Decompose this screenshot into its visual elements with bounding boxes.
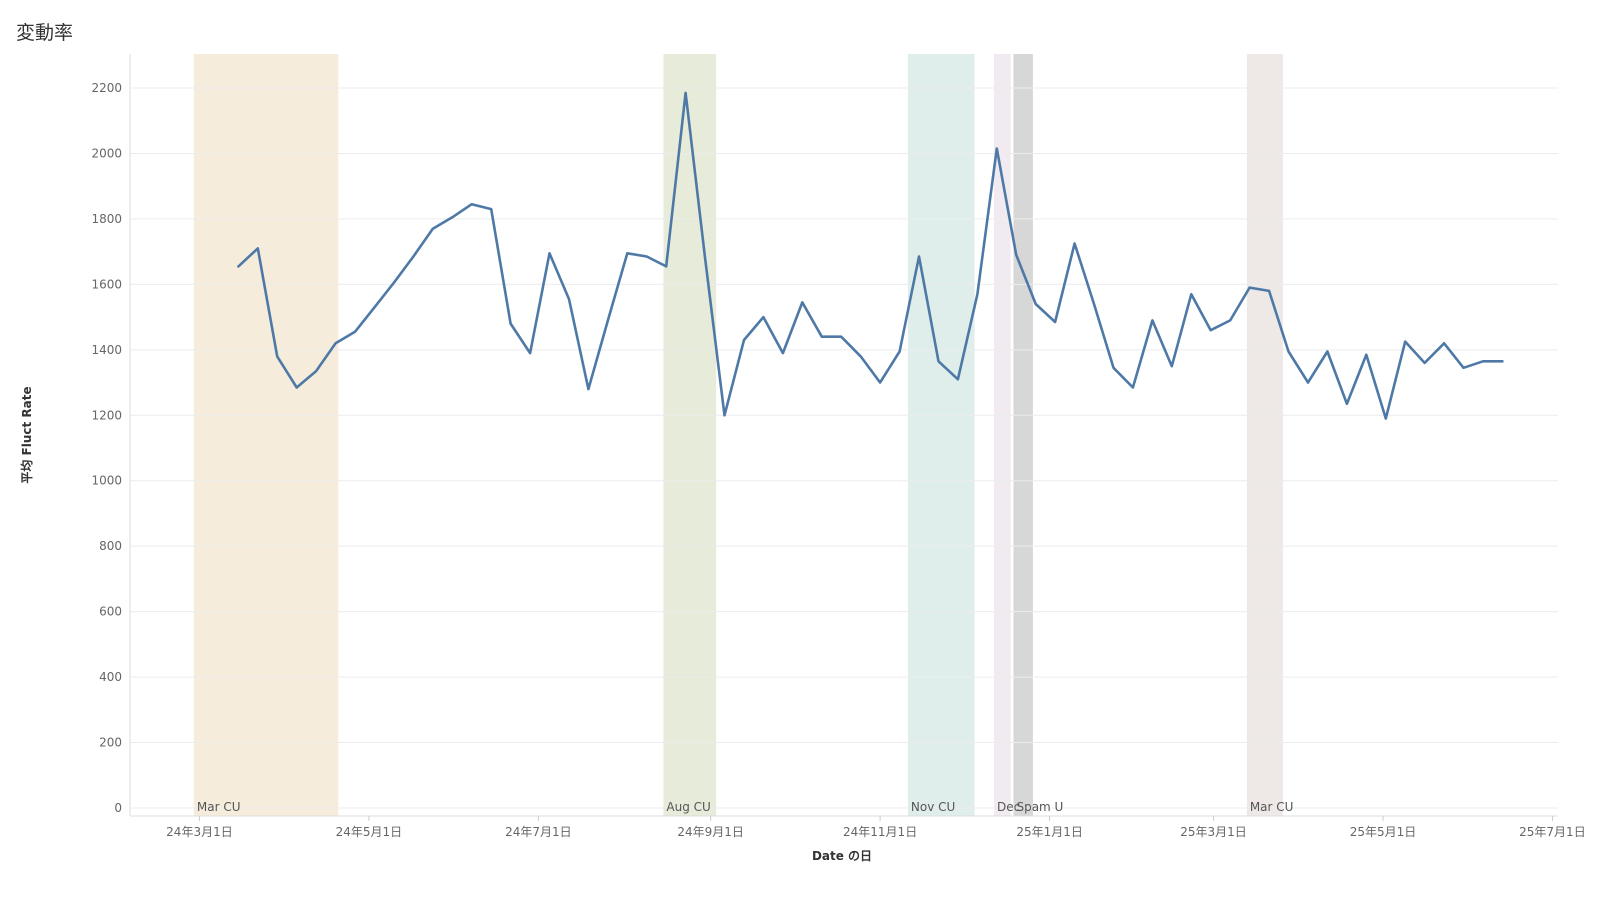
y-tick-600: 600 [99, 605, 122, 619]
band-label-4: Spam U [1016, 800, 1063, 814]
x-tick-5: 25年1月1日 [1016, 825, 1083, 839]
x-tick-4: 24年11月1日 [843, 825, 917, 839]
x-axis-ticks: 24年3月1日 24年5月1日 24年7月1日 24年9月1日 24年11月1日 25年1… [166, 816, 1586, 839]
band-0 [193, 54, 339, 816]
band-2 [907, 54, 975, 816]
y-tick-200: 200 [99, 736, 122, 750]
x-tick-6: 25年3月1日 [1180, 825, 1247, 839]
band-label-5: Mar CU [1250, 800, 1294, 814]
y-tick-1400: 1400 [91, 343, 122, 357]
y-axis-ticks: 0 200 400 600 800 1000 1200 1400 1600 1800 2000 220… [91, 81, 122, 815]
x-tick-0: 24年3月1日 [166, 825, 233, 839]
series-line-0 [237, 91, 1504, 420]
band-4 [1013, 54, 1033, 816]
band-label-3: Dec [997, 800, 1020, 814]
y-axis-title: 平均 Fluct Rate [19, 386, 34, 483]
x-tick-7: 25年5月1日 [1350, 825, 1417, 839]
y-tick-1800: 1800 [91, 212, 122, 226]
band-3 [994, 54, 1011, 816]
band-5 [1246, 54, 1283, 816]
y-tick-2000: 2000 [91, 146, 122, 160]
y-tick-800: 800 [99, 539, 122, 553]
y-tick-1200: 1200 [91, 408, 122, 422]
x-tick-2: 24年7月1日 [505, 825, 572, 839]
y-tick-2200: 2200 [91, 81, 122, 95]
y-tick-1000: 1000 [91, 474, 122, 488]
x-tick-3: 24年9月1日 [677, 825, 744, 839]
x-tick-8: 25年7月1日 [1519, 825, 1586, 839]
y-tick-0: 0 [114, 801, 122, 815]
page-title: 変動率 [16, 22, 74, 44]
band-1 [663, 54, 717, 816]
gridlines [129, 54, 1558, 817]
band-label-0: Mar CU [197, 800, 241, 814]
y-tick-1600: 1600 [91, 277, 122, 291]
x-axis-title: Date の日 [812, 849, 872, 863]
x-tick-1: 24年5月1日 [336, 825, 403, 839]
band-label-2: Nov CU [911, 800, 955, 814]
band-label-1: Aug CU [666, 800, 710, 814]
y-tick-400: 400 [99, 670, 122, 684]
update-bands [193, 54, 1283, 816]
series-lines [237, 91, 1504, 420]
